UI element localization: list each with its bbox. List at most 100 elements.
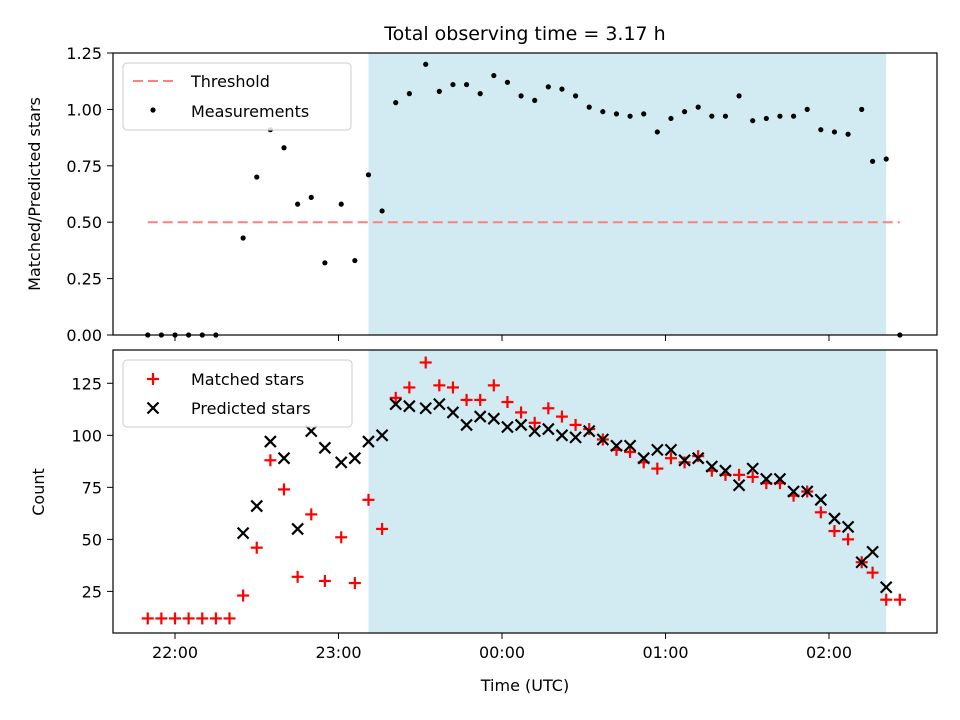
matched-star-point-6 bbox=[223, 612, 236, 625]
measurement-point-26 bbox=[518, 93, 524, 99]
measurement-point-22 bbox=[463, 81, 470, 88]
matched-star-point-17 bbox=[376, 522, 389, 535]
top-ytick-label-0: 0.00 bbox=[66, 326, 102, 345]
matched-star-point-19 bbox=[403, 381, 416, 394]
matched-star-point-24 bbox=[474, 393, 487, 406]
bottom-legend: Matched stars Predicted stars bbox=[122, 359, 353, 428]
predicted-star-point-37 bbox=[746, 462, 759, 475]
measurement-point-42 bbox=[736, 93, 742, 99]
bottom-x-ticks: 22:00 23:00 00:00 01:00 02:00 bbox=[152, 633, 852, 662]
bottom-ytick-label-2: 75 bbox=[82, 478, 102, 497]
top-ytick-label-2: 0.50 bbox=[66, 213, 102, 232]
measurement-point-50 bbox=[845, 131, 851, 137]
matched-star-point-10 bbox=[278, 483, 290, 496]
measurement-point-6 bbox=[240, 235, 246, 241]
matched-star-point-30 bbox=[555, 410, 568, 423]
measurement-point-28 bbox=[545, 84, 551, 90]
measurement-point-52 bbox=[870, 158, 876, 164]
predicted-star-point-17 bbox=[473, 410, 487, 423]
measurement-point-30 bbox=[572, 93, 579, 99]
measurement-point-24 bbox=[491, 72, 497, 79]
measurement-point-53 bbox=[883, 156, 889, 162]
measurement-point-7 bbox=[254, 174, 260, 180]
matched-star-point-1 bbox=[155, 612, 168, 625]
matched-star-point-2 bbox=[169, 612, 181, 625]
predicted-star-point-36 bbox=[732, 478, 746, 492]
legend-predicted-label: Predicted stars bbox=[191, 399, 311, 418]
matched-star-point-22 bbox=[446, 381, 459, 394]
matched-star-point-28 bbox=[528, 416, 541, 429]
measurement-point-19 bbox=[423, 61, 429, 67]
predicted-star-point-9 bbox=[362, 435, 375, 448]
matched-star-point-43 bbox=[733, 468, 746, 481]
predicted-star-point-4 bbox=[291, 522, 304, 536]
measurement-point-51 bbox=[859, 106, 865, 112]
bottom-xtick-label-2: 00:00 bbox=[479, 643, 525, 662]
measurement-point-18 bbox=[406, 91, 412, 97]
matched-star-point-18 bbox=[389, 391, 402, 404]
predicted-star-point-6 bbox=[318, 441, 332, 455]
measurement-point-15 bbox=[365, 172, 372, 178]
measurement-point-37 bbox=[668, 115, 674, 122]
matched-star-point-7 bbox=[237, 589, 250, 602]
predicted-star-point-31 bbox=[664, 443, 678, 457]
bottom-ytick-label-1: 50 bbox=[82, 530, 102, 549]
predicted-star-point-13 bbox=[419, 401, 432, 415]
top-ytick-label-1: 0.25 bbox=[66, 270, 102, 289]
predicted-star-point-25 bbox=[582, 424, 596, 438]
measurement-point-32 bbox=[600, 109, 606, 115]
measurement-point-13 bbox=[338, 201, 344, 207]
top-y-ticks: 0.00 0.25 0.50 0.75 1.00 1.25 bbox=[66, 44, 113, 345]
measurement-point-36 bbox=[654, 129, 660, 135]
measurement-point-49 bbox=[831, 129, 838, 135]
predicted-star-point-23 bbox=[555, 429, 569, 442]
predicted-stars-points bbox=[236, 397, 893, 594]
observing-span-top bbox=[368, 53, 887, 335]
legend-matched-swatch bbox=[147, 373, 159, 385]
predicted-star-point-34 bbox=[705, 460, 719, 473]
matched-star-point-32 bbox=[583, 423, 596, 436]
predicted-star-point-0 bbox=[236, 526, 250, 540]
predicted-star-point-20 bbox=[514, 418, 528, 432]
measurement-point-25 bbox=[504, 79, 511, 85]
top-axes-frame bbox=[112, 52, 938, 336]
matched-star-point-8 bbox=[250, 541, 263, 554]
predicted-star-point-18 bbox=[487, 412, 501, 425]
matched-star-point-9 bbox=[264, 454, 277, 467]
measurement-point-10 bbox=[295, 201, 301, 207]
matched-star-point-37 bbox=[651, 462, 664, 475]
matched-star-point-54 bbox=[880, 593, 893, 606]
predicted-star-point-21 bbox=[528, 424, 541, 438]
matched-star-point-11 bbox=[291, 570, 304, 583]
legend-threshold-label: Threshold bbox=[190, 72, 270, 91]
measurement-point-29 bbox=[559, 86, 565, 92]
top-x-ticks bbox=[174, 335, 830, 341]
matched-star-point-16 bbox=[362, 493, 375, 506]
matched-star-point-27 bbox=[515, 406, 528, 419]
top-y-axis-label: Matched/Predicted stars bbox=[25, 97, 44, 291]
matched-star-point-3 bbox=[182, 612, 195, 625]
predicted-star-point-45 bbox=[855, 555, 868, 569]
bottom-ytick-label-3: 100 bbox=[71, 426, 102, 445]
measurement-point-27 bbox=[532, 97, 538, 103]
bottom-xtick-label-1: 23:00 bbox=[315, 643, 361, 662]
predicted-star-point-30 bbox=[651, 443, 664, 457]
measurement-point-41 bbox=[722, 113, 729, 119]
bottom-ytick-label-4: 125 bbox=[71, 374, 102, 393]
predicted-star-point-19 bbox=[501, 420, 514, 434]
matched-star-point-23 bbox=[460, 393, 473, 406]
matched-star-point-53 bbox=[866, 566, 879, 579]
predicted-star-point-40 bbox=[787, 485, 800, 498]
predicted-star-point-39 bbox=[773, 472, 787, 486]
predicted-star-point-1 bbox=[250, 499, 264, 513]
matched-star-point-31 bbox=[569, 418, 582, 431]
matched-star-point-29 bbox=[542, 402, 555, 415]
measurement-point-48 bbox=[818, 127, 824, 133]
measurement-point-12 bbox=[322, 260, 328, 266]
measurement-point-34 bbox=[627, 113, 633, 119]
predicted-star-point-35 bbox=[719, 464, 732, 477]
bottom-panel: 25 50 75 100 125 22:00 23:00 00:00 01:00 02:00 C… bbox=[29, 349, 938, 695]
measurement-point-38 bbox=[681, 109, 688, 115]
matched-star-point-51 bbox=[842, 533, 855, 546]
matched-star-point-38 bbox=[664, 452, 677, 465]
